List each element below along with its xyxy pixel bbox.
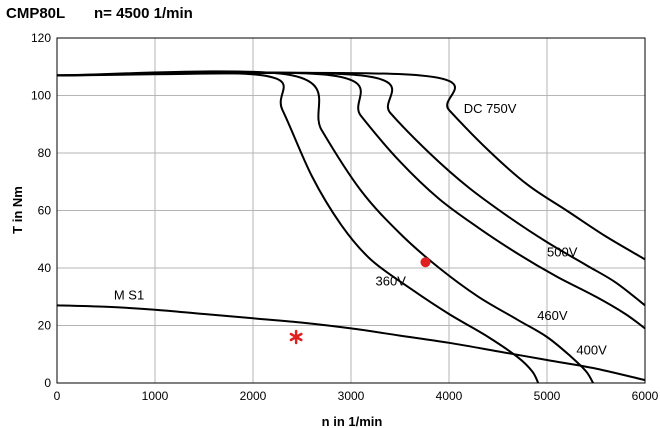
curve-label-400v: 400V <box>576 342 607 357</box>
y-tick-label: 60 <box>38 204 52 218</box>
y-tick-label: 40 <box>38 261 52 275</box>
series-line-m-s1 <box>56 304 646 382</box>
curve-label-460v: 460V <box>537 308 568 323</box>
operating-point-dot <box>420 257 431 268</box>
chart-title-model: CMP80L <box>6 5 66 22</box>
y-tick-label: 0 <box>44 376 51 390</box>
curve-label-m-s1: M S1 <box>114 288 144 303</box>
curve-label-500v: 500V <box>547 245 578 260</box>
curve-label-dc-750v: DC 750V <box>464 101 517 116</box>
label-layer: DC 750V 500V 460V 400V 360V M S1 <box>114 101 607 358</box>
operating-point-star <box>289 329 303 345</box>
x-tick-label: 4000 <box>436 389 463 403</box>
chart-title-speed: n= 4500 1/min <box>94 5 193 22</box>
y-tick-label: 80 <box>38 146 52 160</box>
grid-layer <box>56 37 646 384</box>
star-stroke <box>289 332 303 342</box>
x-tick-label: 5000 <box>534 389 561 403</box>
series-line-dc-750v <box>56 71 646 261</box>
series-line-400v <box>56 70 594 384</box>
curve-label-360v: 360V <box>376 273 407 288</box>
x-axis-label: n in 1/min <box>322 414 383 428</box>
series-layer <box>56 70 646 384</box>
y-tick-label: 120 <box>31 31 51 45</box>
y-tick-label: 20 <box>38 319 52 333</box>
plot-frame <box>56 37 646 384</box>
marker-layer <box>289 257 431 345</box>
x-tick-label: 2000 <box>240 389 267 403</box>
x-tick-label: 0 <box>54 389 61 403</box>
y-tick-label: 100 <box>31 89 51 103</box>
x-tick-label: 1000 <box>142 389 169 403</box>
y-axis-label: T in Nm <box>10 186 25 234</box>
tick-layer: 0 1000 2000 3000 4000 5000 6000 0 20 40 60 80 100 120 <box>31 31 659 403</box>
series-line-360v <box>56 71 540 384</box>
x-tick-label: 3000 <box>338 389 365 403</box>
x-tick-label: 6000 <box>632 389 659 403</box>
series-line-460v <box>56 71 646 330</box>
